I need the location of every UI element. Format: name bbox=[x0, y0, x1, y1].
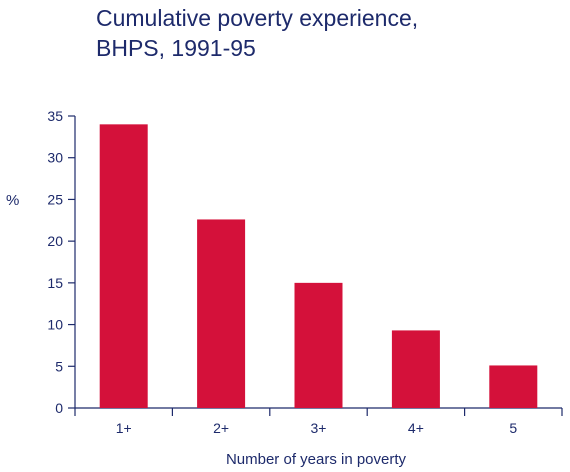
bar-2-plus bbox=[197, 219, 246, 408]
x-tick-label: 1+ bbox=[116, 420, 132, 436]
x-axis: 1+ 2+ 3+ 4+ 5 bbox=[74, 407, 563, 436]
x-tick-label: 4+ bbox=[408, 420, 424, 436]
chart-title-line-2: BHPS, 1991-95 bbox=[96, 35, 256, 61]
bar-5 bbox=[489, 365, 538, 408]
y-tick-label: 35 bbox=[47, 108, 63, 124]
bar-4-plus bbox=[391, 330, 440, 408]
y-tick-label: 15 bbox=[47, 275, 63, 291]
y-tick-label: 30 bbox=[47, 150, 63, 166]
y-axis-label: % bbox=[6, 192, 19, 209]
chart-title-line-1: Cumulative poverty experience, bbox=[96, 5, 419, 31]
x-tick-label: 5 bbox=[509, 420, 517, 436]
y-tick-label: 5 bbox=[55, 358, 63, 374]
x-tick-label: 3+ bbox=[311, 420, 327, 436]
bar-1-plus bbox=[99, 124, 148, 408]
y-tick-label: 0 bbox=[55, 400, 63, 416]
bar-3-plus bbox=[294, 282, 343, 408]
y-tick-label: 25 bbox=[47, 191, 63, 207]
y-tick-label: 10 bbox=[47, 317, 63, 333]
y-tick-label: 20 bbox=[47, 233, 63, 249]
bars bbox=[99, 124, 538, 408]
x-tick-label: 2+ bbox=[213, 420, 229, 436]
x-axis-label: Number of years in poverty bbox=[226, 451, 407, 468]
y-axis: 0 5 10 15 20 25 30 35 bbox=[47, 108, 76, 416]
